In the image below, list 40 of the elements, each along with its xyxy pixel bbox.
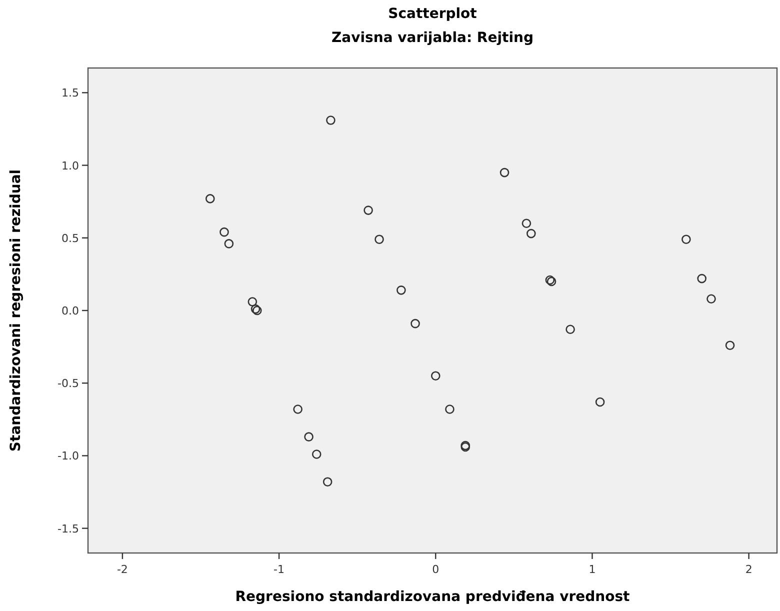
point — [526, 228, 536, 238]
x-tick-label: 2 — [745, 563, 752, 576]
x-tick-label: 0 — [432, 563, 440, 576]
point — [595, 397, 605, 407]
point — [396, 286, 406, 295]
point — [706, 294, 716, 304]
y-tick-label: 1.0 — [62, 159, 79, 172]
x-axis-title: Regresiono standardizovana predviđena vrednost — [235, 589, 630, 605]
point — [322, 477, 332, 486]
point — [430, 371, 440, 380]
y-tick-label: 1.5 — [62, 86, 79, 100]
point — [682, 234, 691, 244]
point — [304, 432, 314, 442]
x-tick-label: -2 — [116, 563, 128, 576]
point — [410, 318, 420, 328]
point — [326, 116, 336, 125]
point — [566, 324, 575, 334]
point — [205, 194, 215, 204]
point — [374, 234, 384, 244]
y-tick-label: -1.5 — [58, 522, 79, 536]
point — [248, 297, 258, 306]
x-tick-label: -1 — [274, 563, 285, 576]
point — [522, 218, 532, 228]
point — [364, 206, 373, 215]
point — [224, 239, 234, 248]
point — [293, 404, 302, 414]
chart-title: Scatterplot — [388, 6, 478, 22]
y-tick-label: 0.0 — [62, 304, 79, 318]
y-axis-title: Standardizovani regresioni rezidual — [8, 169, 24, 452]
point — [500, 168, 510, 178]
point — [312, 450, 322, 459]
y-tick-label: 0.5 — [62, 232, 79, 245]
y-tick-label: -1.0 — [58, 450, 79, 463]
x-tick-label: 1 — [588, 563, 596, 576]
y-tick-label: -0.5 — [58, 377, 79, 390]
chart-subtitle: Zavisna varijabla: Rejting — [332, 30, 534, 46]
point — [697, 274, 706, 284]
point — [725, 340, 735, 350]
point — [445, 404, 454, 414]
point — [220, 227, 229, 237]
